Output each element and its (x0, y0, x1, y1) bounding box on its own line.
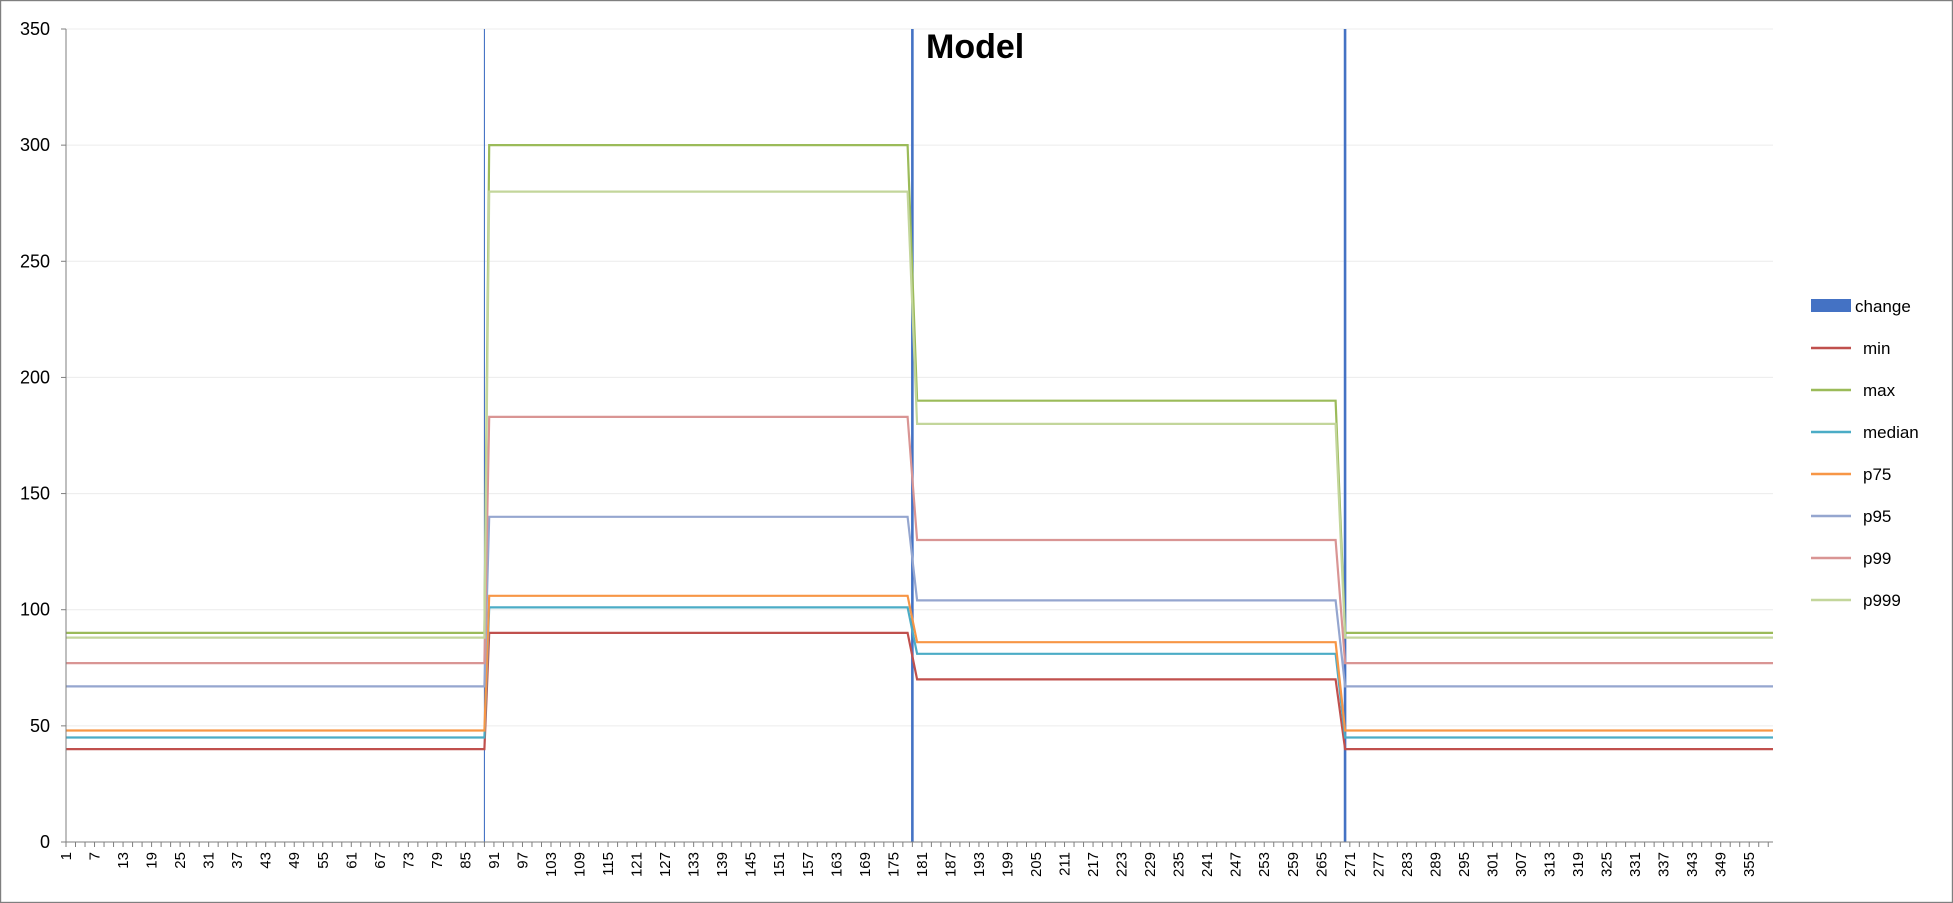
x-tick-label: 319 (1570, 852, 1587, 877)
x-tick-label: 97 (514, 852, 531, 869)
legend-label: min (1863, 339, 1890, 358)
legend-label: change (1855, 297, 1911, 316)
legend-swatch-change (1811, 299, 1851, 312)
x-tick-label: 355 (1741, 852, 1758, 877)
chart-title: Model (926, 28, 1024, 66)
x-tick-label: 91 (486, 852, 503, 869)
y-tick-label: 200 (20, 367, 50, 387)
legend-label: max (1863, 381, 1896, 400)
series-line-min (66, 631, 1773, 751)
x-tick-label: 343 (1684, 852, 1701, 877)
y-tick-label: 250 (20, 251, 50, 271)
x-tick-label: 265 (1313, 852, 1330, 877)
legend-label: p95 (1863, 507, 1891, 526)
x-tick-label: 271 (1342, 852, 1359, 877)
x-tick-label: 211 (1057, 852, 1074, 876)
x-tick-label: 307 (1513, 852, 1530, 877)
x-tick-label: 283 (1399, 852, 1416, 877)
x-tick-label: 325 (1599, 852, 1616, 877)
x-tick-label: 337 (1656, 852, 1673, 877)
series-lines (66, 144, 1773, 751)
x-tick-label: 73 (400, 852, 417, 869)
x-tick-label: 205 (1028, 852, 1045, 877)
x-tick-label: 103 (543, 852, 560, 877)
x-tick-label: 133 (686, 852, 703, 877)
y-tick-label: 150 (20, 484, 50, 504)
x-tick-label: 1 (58, 852, 75, 860)
series-line-max (66, 144, 1773, 635)
x-tick-label: 79 (429, 852, 446, 869)
y-tick-label: 50 (30, 716, 50, 736)
x-tick-label: 157 (800, 852, 817, 877)
x-tick-label: 19 (144, 852, 161, 869)
x-tick-label: 25 (172, 852, 189, 869)
x-tick-label: 301 (1484, 852, 1501, 877)
x-tick-label: 259 (1285, 852, 1302, 877)
x-tick-label: 217 (1085, 852, 1102, 877)
series-line-p99 (66, 415, 1773, 665)
x-tick-label: 331 (1627, 852, 1644, 877)
series-line-p999 (66, 190, 1773, 639)
x-tick-label: 121 (629, 852, 646, 877)
x-tick-label: 223 (1114, 852, 1131, 877)
legend-label: median (1863, 423, 1919, 442)
legend-label: p99 (1863, 549, 1891, 568)
x-tick-label: 7 (87, 852, 104, 860)
x-tick-label: 139 (714, 852, 731, 877)
y-tick-label: 300 (20, 135, 50, 155)
x-tick-label: 61 (343, 852, 360, 869)
x-tick-label: 253 (1256, 852, 1273, 877)
x-tick-label: 169 (857, 852, 874, 877)
x-tick-label: 31 (201, 852, 218, 869)
series-line-p95 (66, 515, 1773, 688)
x-tick-label: 163 (828, 852, 845, 877)
x-tick-label: 349 (1713, 852, 1730, 877)
x-tick-label: 127 (657, 852, 674, 877)
x-tick-label: 67 (372, 852, 389, 869)
x-tick-label: 145 (743, 852, 760, 877)
legend-label: p999 (1863, 591, 1901, 610)
x-tick-label: 313 (1542, 852, 1559, 877)
x-tick-label: 235 (1171, 852, 1188, 877)
series-line-median (66, 606, 1773, 739)
x-tick-label: 193 (971, 852, 988, 877)
x-tick-label: 187 (942, 852, 959, 877)
x-tick-label: 85 (457, 852, 474, 869)
x-tick-label: 49 (286, 852, 303, 869)
axes: 0 50 100 150 200 250 300 350 1 7 13 19 25 31 37 43 49 55 6… (20, 19, 1773, 877)
x-tick-label: 115 (600, 852, 617, 876)
x-tick-label: 37 (229, 852, 246, 869)
x-tick-label: 55 (315, 852, 332, 869)
x-tick-label: 43 (258, 852, 275, 869)
legend-label: p75 (1863, 465, 1891, 484)
change-bars (483, 29, 1347, 842)
x-tick-label: 109 (572, 852, 589, 877)
x-tick-label: 241 (1199, 852, 1216, 877)
x-tick-label: 181 (914, 852, 931, 877)
x-tick-label: 199 (999, 852, 1016, 877)
gridlines (66, 28, 1773, 727)
series-line-p75 (66, 594, 1773, 732)
x-tick-label: 247 (1228, 852, 1245, 877)
y-tick-label: 350 (20, 19, 50, 39)
x-tick-label: 13 (115, 852, 132, 869)
x-tick-label: 151 (771, 852, 788, 877)
x-tick-label: 175 (885, 852, 902, 877)
legend: change min max median p75 p95 p99 p999 (1811, 297, 1919, 610)
x-tick-label: 289 (1427, 852, 1444, 877)
y-tick-label: 0 (40, 832, 50, 852)
x-tick-label: 295 (1456, 852, 1473, 877)
x-tick-label: 277 (1370, 852, 1387, 877)
x-tick-label: 229 (1142, 852, 1159, 877)
y-tick-label: 100 (20, 600, 50, 620)
